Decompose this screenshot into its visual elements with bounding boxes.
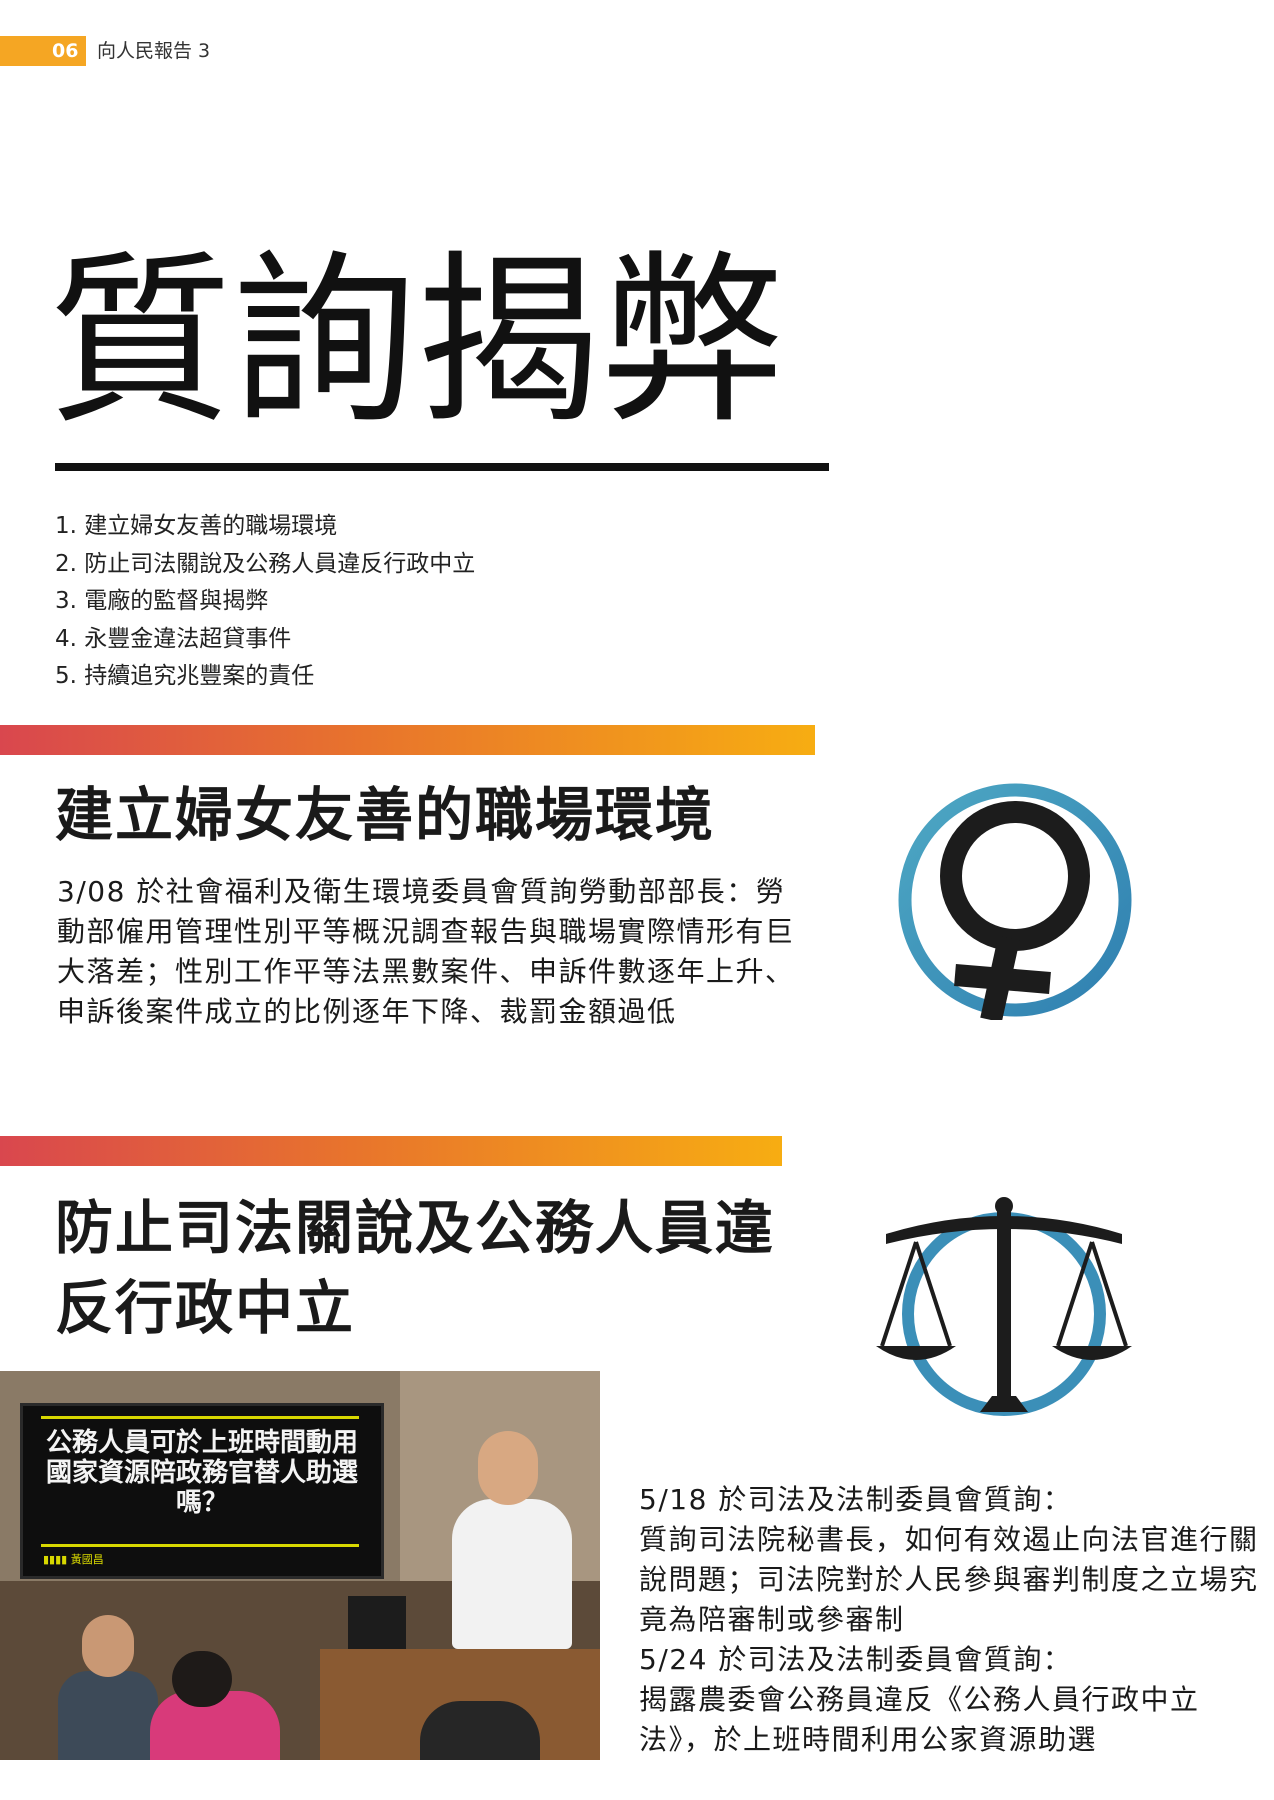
projection-screen: 公務人員可於上班時間動用國家資源陪政務官替人助選嗎？ ▮▮▮▮ 黃國昌 [20,1403,384,1579]
table-of-contents: 1. 建立婦女友善的職場環境 2. 防止司法關說及公務人員違反行政中立 3. 電… [55,508,475,696]
section-title-judicial: 防止司法關說及公務人員違反行政中立 [55,1194,776,1342]
section-divider-bar [0,725,815,755]
photo-speaker [452,1499,572,1649]
report-name: 向人民報告 3 [97,40,211,62]
toc-item: 4. 永豐金違法超貸事件 [55,625,292,652]
female-symbol-icon [898,783,1132,1020]
photo-monitor [348,1596,406,1652]
screen-rule [41,1416,359,1419]
page-number: 06 [52,40,79,62]
entry-date-line: 5/24 於司法及法制委員會質詢： [639,1643,1073,1676]
toc-item: 3. 電廠的監督與揭弊 [55,588,269,614]
photo-person-head [172,1651,232,1707]
section-title-workplace: 建立婦女友善的職場環境 [55,781,716,849]
section-divider-bar [0,1136,782,1166]
section-body-workplace: 3/08 於社會福利及衛生環境委員會質詢勞動部部長：勞動部僱用管理性別平等概況調… [57,875,795,1028]
title-underline [55,463,829,471]
entry-date-line: 5/18 於司法及法制委員會質詢： [639,1483,1073,1516]
hearing-photo: 公務人員可於上班時間動用國家資源陪政務官替人助選嗎？ ▮▮▮▮ 黃國昌 [0,1371,600,1760]
screen-footer: ▮▮▮▮ 黃國昌 [43,1553,104,1566]
toc-item: 2. 防止司法關說及公務人員違反行政中立 [55,550,476,577]
toc-item: 1. 建立婦女友善的職場環境 [55,513,338,539]
screen-rule [41,1544,359,1547]
photo-person [58,1671,158,1760]
screen-caption: 公務人員可於上班時間動用國家資源陪政務官替人助選嗎？ [45,1428,358,1518]
page-number-badge [0,36,86,66]
page-title: 質詢揭弊 [48,235,785,449]
entry-description: 揭露農委會公務員違反《公務人員行政中立法》，於上班時間利用公家資源助選 [639,1683,1200,1756]
scales-of-justice-icon [876,1197,1132,1416]
section-body-judicial: 5/18 於司法及法制委員會質詢： 質詢司法院秘書長，如何有效遏止向法官進行關說… [639,1480,1259,1760]
toc-item: 5. 持續追究兆豐案的責任 [55,663,315,689]
photo-person [420,1701,540,1760]
photo-person-head [82,1615,134,1677]
photo-speaker-head [478,1431,538,1505]
entry-description: 質詢司法院秘書長，如何有效遏止向法官進行關說問題；司法院對於人民參與審判制度之立… [639,1523,1259,1636]
